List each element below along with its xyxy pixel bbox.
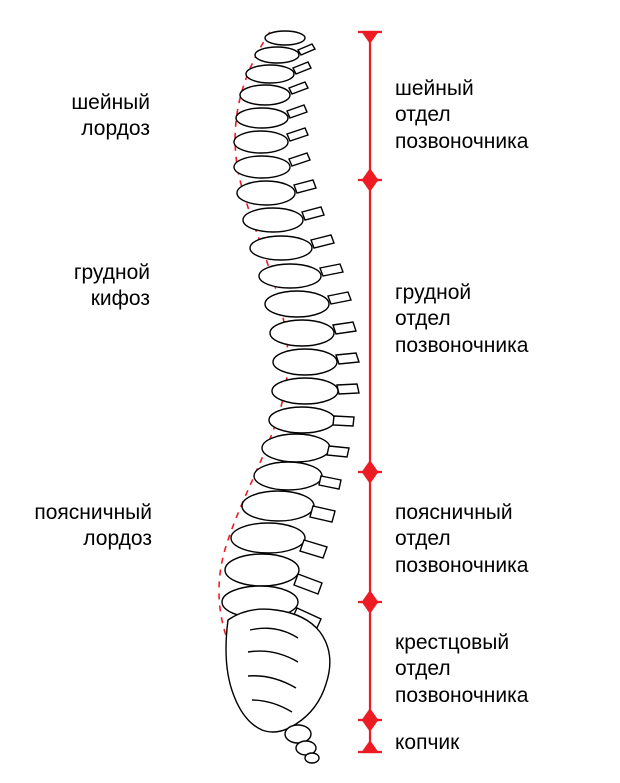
label-line: позвоночника bbox=[395, 333, 528, 359]
label-line: отдел bbox=[395, 102, 528, 128]
label-line: отдел bbox=[395, 656, 528, 682]
label-lumbar-lordosis: поясничный лордоз bbox=[34, 500, 152, 553]
label-lumbar-section: поясничный отдел позвоночника bbox=[395, 500, 528, 579]
label-line: кифоз bbox=[74, 286, 150, 312]
label-line: позвоночника bbox=[395, 553, 528, 579]
label-line: грудной bbox=[74, 260, 150, 286]
lumbar-vertebrae bbox=[222, 491, 335, 630]
label-coccyx: копчик bbox=[395, 730, 459, 756]
label-line: лордоз bbox=[71, 116, 150, 142]
label-line: грудной bbox=[395, 280, 528, 306]
spine bbox=[222, 31, 359, 763]
label-line: поясничный bbox=[395, 500, 528, 526]
label-line: отдел bbox=[395, 526, 528, 552]
label-line: крестцовый bbox=[395, 630, 528, 656]
label-thoracic-kyphosis: грудной кифоз bbox=[74, 260, 150, 313]
label-line: копчик bbox=[395, 730, 459, 756]
label-line: шейный bbox=[395, 76, 528, 102]
label-line: поясничный bbox=[34, 500, 152, 526]
label-line: позвоночника bbox=[395, 129, 528, 155]
label-line: шейный bbox=[71, 90, 150, 116]
label-cervical-lordosis: шейный лордоз bbox=[71, 90, 150, 143]
label-thoracic-section: грудной отдел позвоночника bbox=[395, 280, 528, 359]
label-cervical-section: шейный отдел позвоночника bbox=[395, 76, 528, 155]
thoracic-vertebrae bbox=[237, 180, 359, 490]
label-line: отдел bbox=[395, 306, 528, 332]
sacrum bbox=[226, 609, 330, 732]
label-sacral-section: крестцовый отдел позвоночника bbox=[395, 630, 528, 709]
label-line: позвоночника bbox=[395, 683, 528, 709]
diagram-container: шейный лордоз грудной кифоз поясничный л… bbox=[0, 0, 620, 783]
coccyx bbox=[285, 725, 319, 763]
label-line: лордоз bbox=[34, 526, 152, 552]
cervical-vertebrae bbox=[234, 31, 315, 178]
